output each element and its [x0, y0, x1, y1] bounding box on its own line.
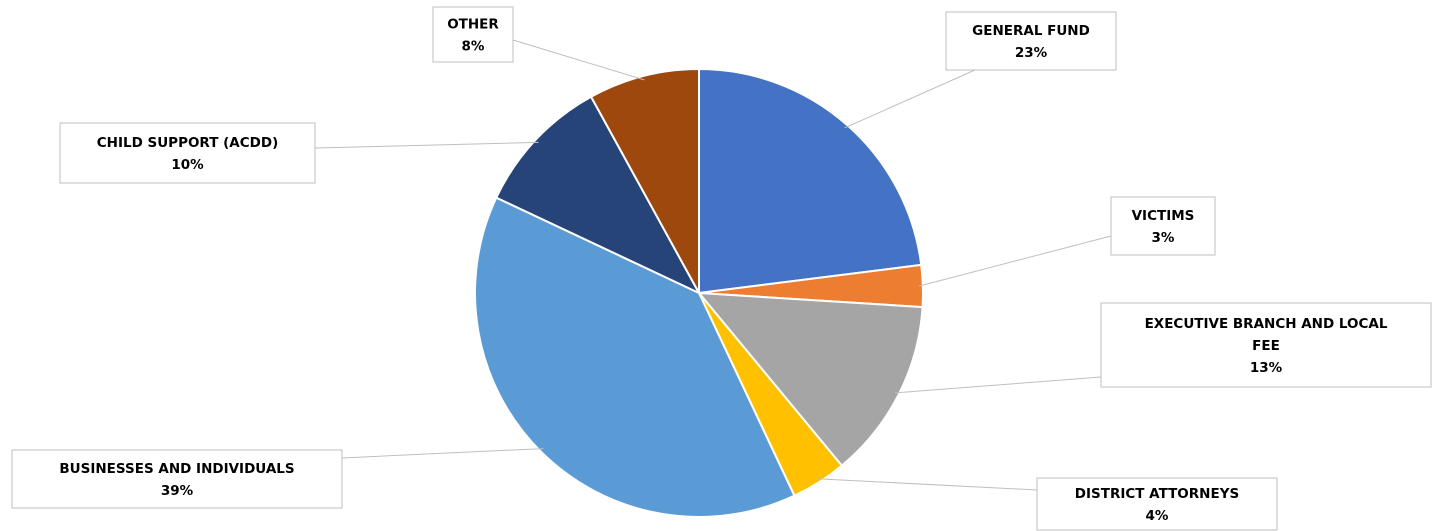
leader-line-6: [512, 39, 645, 81]
leader-line-5: [314, 141, 539, 149]
leader-line-2: [894, 376, 1102, 394]
slice-label-percent-2: 13%: [1250, 360, 1283, 376]
slice-label-percent-6: 8%: [462, 39, 485, 55]
data-label-box-5: [59, 122, 316, 184]
leader-line-4: [341, 448, 544, 459]
data-label-box-3: [1036, 477, 1278, 531]
leader-lines: [314, 39, 1112, 491]
data-label-box-6: [432, 6, 514, 63]
slice-label-name-4-0: BUSINESSES AND INDIVIDUALS: [59, 461, 294, 477]
data-label-box-0: [945, 11, 1117, 71]
slice-label-name-3-0: DISTRICT ATTORNEYS: [1075, 486, 1239, 502]
slice-label-name-2-0: EXECUTIVE BRANCH AND LOCAL: [1145, 316, 1388, 332]
pie-slice-6: [589, 67, 700, 294]
slice-label-name-1-0: VICTIMS: [1132, 208, 1195, 224]
slice-label-name-0-0: GENERAL FUND: [972, 23, 1090, 39]
data-label-box-2: [1100, 302, 1432, 388]
pie-slice-0: [698, 67, 923, 295]
leader-line-0: [844, 69, 976, 129]
slice-label-percent-4: 39%: [161, 483, 194, 499]
pie-slice-2: [696, 291, 924, 468]
slice-label-percent-1: 3%: [1152, 230, 1175, 246]
leader-line-3: [816, 478, 1038, 491]
slice-label-percent-5: 10%: [171, 157, 204, 173]
leader-line-1: [918, 235, 1112, 287]
pie-slice-5: [494, 95, 702, 296]
data-label-box-4: [11, 449, 343, 509]
slice-label-name-6-0: OTHER: [447, 17, 499, 33]
data-labels: GENERAL FUND 23% VICTIMS 3% EXECUTIVE BRANCH…: [11, 6, 1432, 531]
slice-label-percent-0: 23%: [1015, 45, 1048, 61]
pie-slice-4: [474, 196, 796, 518]
data-label-box-1: [1110, 196, 1216, 256]
slice-label-percent-3: 4%: [1146, 508, 1169, 524]
pie-slices: [474, 67, 924, 518]
slice-label-name-2-1: FEE: [1252, 338, 1280, 354]
slice-label-name-5-0: CHILD SUPPORT (ACDD): [97, 135, 279, 151]
